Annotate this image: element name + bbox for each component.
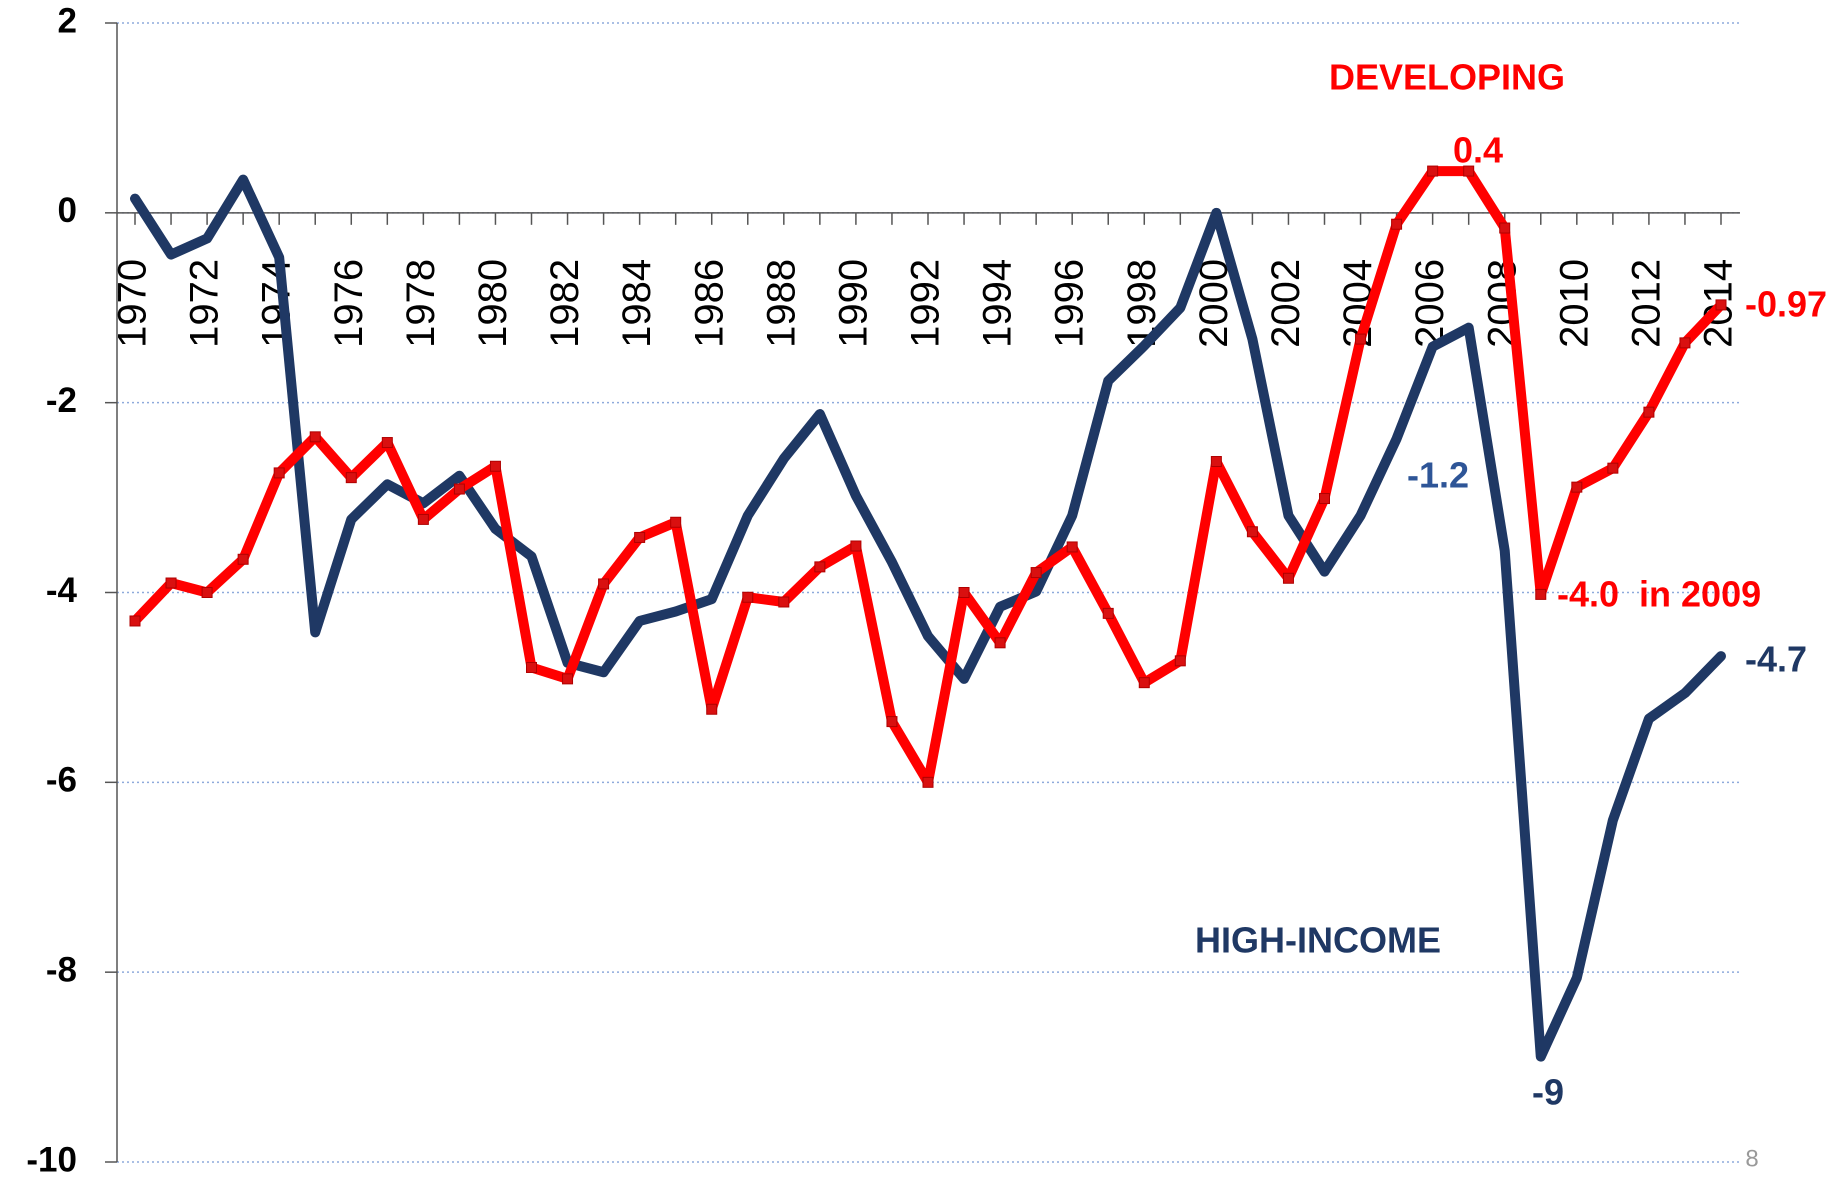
point-marker [922,776,934,788]
point-marker [1246,526,1258,538]
point-marker [1679,337,1691,349]
y-tick-label: -4 [46,571,78,610]
point-marker [417,513,429,525]
x-tick-label: 2012 [1624,259,1668,348]
point-marker [345,472,357,484]
point-marker [814,561,826,573]
point-marker [598,578,610,590]
x-tick-label: 1972 [183,259,227,348]
annotation: -9 [1532,1072,1564,1113]
point-marker [562,673,574,685]
point-marker [742,591,754,603]
x-tick-label: 1978 [399,259,443,348]
x-tick-label: 1990 [831,259,875,348]
point-marker [129,615,141,627]
point-marker [1463,165,1475,177]
point-marker [1391,218,1403,230]
annotation: -4.0 in 2009 [1557,574,1761,615]
x-tick-label: 1996 [1048,259,1092,348]
y-tick-label: -6 [46,761,77,800]
y-tick-label: 0 [58,191,77,230]
point-marker [1643,406,1655,418]
point-marker [850,540,862,552]
x-tick-label: 1988 [759,259,803,348]
x-tick-label: 2006 [1408,259,1452,348]
annotation: -1.2 [1407,455,1469,496]
x-tick-label: 1992 [904,259,948,348]
x-tick-label: 1976 [327,259,371,348]
point-marker [994,637,1006,649]
y-tick-label: -8 [46,950,77,989]
point-marker [1715,299,1727,311]
annotation: -4.7 [1745,639,1807,680]
point-marker [309,431,321,443]
x-tick-label: 1982 [543,259,587,348]
point-marker [958,587,970,598]
point-marker [1282,572,1294,584]
point-marker [1066,541,1078,553]
x-tick-label: 1970 [111,259,155,348]
point-marker [886,716,898,728]
point-marker [1319,493,1330,505]
point-marker [526,661,537,673]
point-marker [1427,165,1439,177]
page-number: 8 [1745,1145,1758,1172]
x-tick-label: 1994 [976,259,1020,348]
point-marker [670,516,682,528]
point-marker [778,596,790,608]
point-marker [1102,607,1114,619]
y-tick-label: -10 [26,1140,77,1179]
point-marker [1174,655,1186,667]
point-marker [1030,567,1042,579]
point-marker [1210,456,1222,468]
point-marker [634,531,646,543]
point-marker [706,703,718,715]
x-tick-label: 2010 [1552,259,1596,348]
annotation: HIGH-INCOME [1195,920,1441,961]
x-tick-label: 2002 [1264,259,1308,348]
point-marker [1607,462,1619,474]
point-marker [1535,588,1547,600]
annotation: -0.97 [1745,284,1827,325]
point-marker [489,460,501,472]
annotation: 0.4 [1453,130,1503,171]
point-marker [273,467,285,479]
y-tick-label: -2 [46,381,77,420]
point-marker [165,577,177,589]
y-tick-label: 2 [58,1,77,40]
point-marker [453,483,465,495]
x-tick-label: 1980 [471,259,515,348]
series-line [130,174,1726,1062]
point-marker [381,437,393,449]
x-tick-label: 1986 [687,259,731,348]
point-marker [201,587,213,598]
point-marker [237,553,249,565]
point-marker [1355,333,1367,345]
annotation: DEVELOPING [1329,57,1565,98]
point-marker [1499,222,1511,234]
x-tick-label: 1984 [615,259,659,348]
point-marker [1571,481,1583,493]
point-marker [1138,677,1150,689]
